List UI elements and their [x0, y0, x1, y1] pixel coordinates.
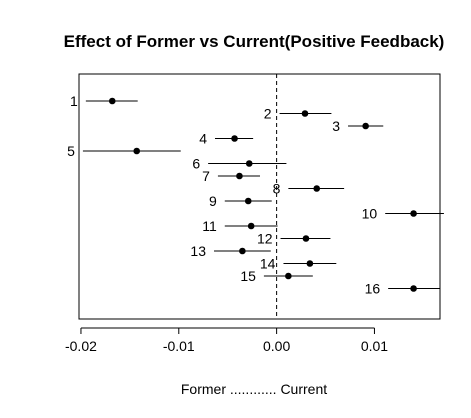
plot-frame	[78, 73, 441, 320]
estimate-8: 8	[273, 181, 345, 197]
x-axis-label: Former ............ Current	[181, 381, 327, 397]
point-estimate	[245, 160, 253, 167]
estimate-16: 16	[365, 281, 440, 297]
point-label: 9	[209, 193, 217, 209]
estimate-6: 6	[192, 156, 287, 172]
point-label: 5	[67, 143, 75, 159]
point-label: 13	[190, 243, 206, 259]
point-label: 16	[365, 281, 381, 297]
estimate-9: 9	[209, 193, 272, 209]
x-tick-label: -0.02	[65, 338, 97, 354]
point-estimate	[410, 285, 417, 292]
estimate-14: 14	[260, 256, 337, 272]
x-axis: -0.02 -0.01 0.00 0.01	[65, 327, 388, 354]
estimate-11: 11	[202, 218, 278, 234]
estimate-13: 13	[190, 243, 271, 259]
point-estimate	[108, 97, 116, 105]
point-estimate	[410, 210, 417, 217]
x-tick-label: 0.01	[361, 338, 388, 354]
point-label: 15	[240, 268, 256, 284]
point-estimate	[306, 260, 314, 267]
point-estimate	[239, 247, 246, 255]
estimate-3: 3	[332, 118, 384, 134]
point-label: 14	[260, 256, 276, 272]
point-estimate	[236, 172, 243, 180]
estimate-15: 15	[240, 268, 313, 284]
estimate-7: 7	[202, 168, 260, 184]
point-label: 10	[362, 206, 378, 222]
estimate-5: 5	[67, 143, 181, 159]
point-estimate	[301, 110, 309, 117]
point-label: 3	[332, 118, 340, 134]
point-estimate	[133, 147, 141, 155]
point-label: 4	[199, 131, 207, 147]
point-estimate	[313, 185, 321, 192]
point-estimate	[244, 197, 252, 205]
estimate-12: 12	[257, 231, 331, 247]
point-label: 6	[192, 156, 200, 172]
point-label: 11	[202, 218, 217, 234]
point-label: 8	[273, 181, 281, 197]
point-label: 2	[264, 106, 272, 122]
point-estimate	[302, 235, 310, 242]
point-estimate	[285, 272, 292, 280]
chart-title: Effect of Former vs Current(Positive Fee…	[64, 32, 445, 51]
estimate-10: 10	[362, 206, 444, 222]
point-estimate	[247, 222, 255, 230]
estimate-4: 4	[199, 131, 254, 147]
x-tick-label: -0.01	[163, 338, 195, 354]
point-label: 1	[70, 93, 78, 109]
point-estimate	[231, 135, 238, 142]
estimate-1: 1	[70, 93, 138, 109]
estimate-2: 2	[264, 106, 332, 122]
point-label: 7	[202, 168, 210, 184]
point-estimate	[362, 122, 369, 130]
x-tick-label: 0.00	[263, 338, 290, 354]
point-label: 12	[257, 231, 273, 247]
